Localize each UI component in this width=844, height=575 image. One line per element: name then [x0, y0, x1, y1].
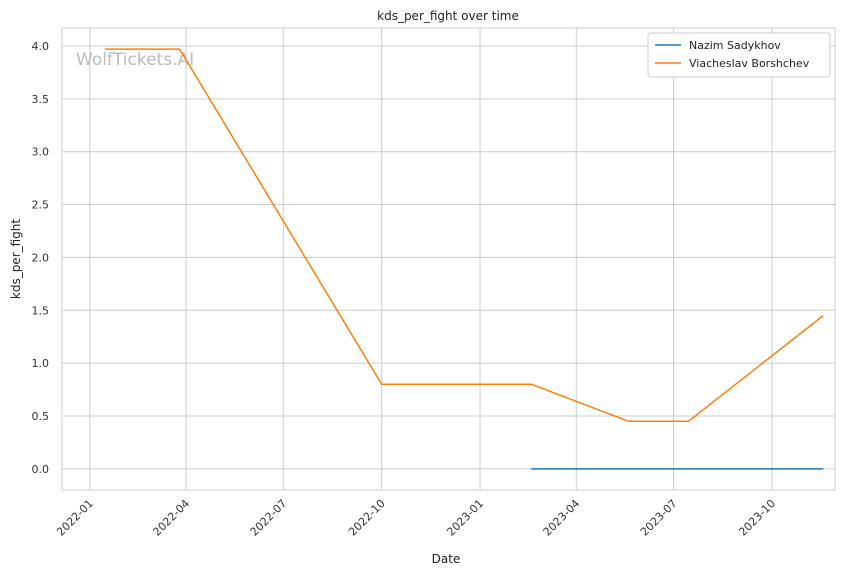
- legend: Nazim Sadykhov Viacheslav Borshchev: [647, 32, 831, 78]
- x-tick-label: 2022-01: [54, 497, 96, 539]
- x-tick-label: 2023-07: [638, 497, 680, 539]
- x-tick-label: 2023-10: [736, 497, 778, 539]
- grid-lines: [62, 28, 835, 490]
- x-tick-label: 2022-07: [248, 497, 290, 539]
- y-tick-label: 3.5: [32, 93, 50, 106]
- x-tick-label: 2023-04: [541, 497, 583, 539]
- y-tick-label: 1.0: [32, 357, 50, 370]
- legend-label-nazim-sadykhov: Nazim Sadykhov: [689, 39, 781, 52]
- y-tick-label: 0.0: [32, 463, 50, 476]
- y-tick-label: 1.5: [32, 304, 50, 317]
- series-line-viacheslav-borshchev: [104, 48, 824, 423]
- y-tick-labels: 0.0 0.5 1.0 1.5 2.0 2.5 3.0 3.5 4.0: [32, 40, 50, 476]
- x-tick-labels: 2022-01 2022-04 2022-07 2022-10 2023-01 2023-…: [54, 497, 778, 539]
- watermark: WolfTickets.AI: [76, 50, 194, 70]
- y-tick-label: 2.5: [32, 199, 50, 212]
- legend-box: [647, 32, 831, 78]
- y-tick-label: 3.0: [32, 146, 50, 159]
- x-tick-label: 2023-01: [444, 497, 486, 539]
- plot-frame: [61, 27, 836, 491]
- y-axis-label: kds_per_fight: [9, 219, 23, 300]
- x-axis-label: Date: [432, 552, 461, 566]
- x-tick-label: 2022-04: [150, 497, 192, 539]
- series-layer: [104, 48, 824, 470]
- chart-title: kds_per_fight over time: [377, 9, 519, 23]
- x-tick-label: 2022-10: [346, 497, 388, 539]
- legend-label-viacheslav-borshchev: Viacheslav Borshchev: [689, 57, 810, 70]
- y-tick-label: 4.0: [32, 40, 50, 53]
- y-tick-label: 0.5: [32, 410, 50, 423]
- y-tick-label: 2.0: [32, 251, 50, 264]
- plot-area: [62, 28, 835, 490]
